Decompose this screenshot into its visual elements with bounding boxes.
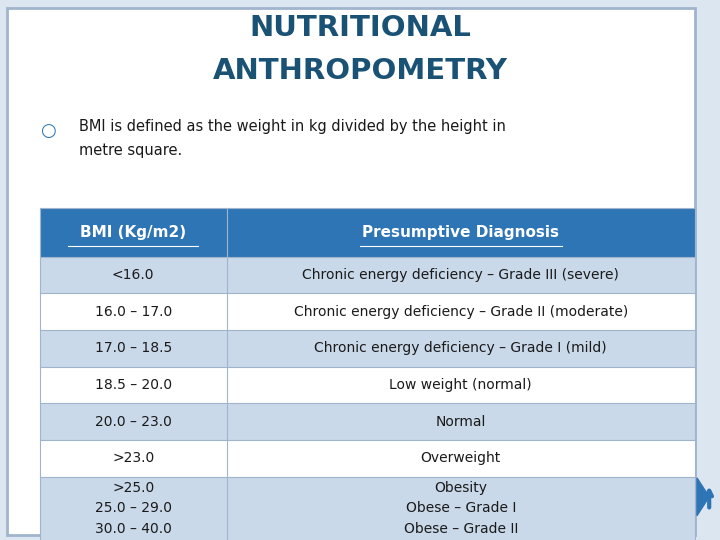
Text: Overweight: Overweight (420, 451, 501, 465)
Text: Chronic energy deficiency – Grade II (moderate): Chronic energy deficiency – Grade II (mo… (294, 305, 628, 319)
Text: <16.0: <16.0 (112, 268, 155, 282)
Text: Obesity
Obese – Grade I
Obese – Grade II
Obese – Grade III: Obesity Obese – Grade I Obese – Grade II… (402, 481, 520, 540)
Text: >25.0
25.0 – 29.0
30.0 – 40.0
>40.0: >25.0 25.0 – 29.0 30.0 – 40.0 >40.0 (95, 481, 171, 540)
FancyBboxPatch shape (40, 403, 695, 440)
FancyBboxPatch shape (40, 293, 695, 330)
Text: >23.0: >23.0 (112, 451, 154, 465)
Text: Low weight (normal): Low weight (normal) (390, 378, 532, 392)
FancyBboxPatch shape (40, 477, 695, 540)
Text: 17.0 – 18.5: 17.0 – 18.5 (94, 341, 172, 355)
Text: Chronic energy deficiency – Grade III (severe): Chronic energy deficiency – Grade III (s… (302, 268, 619, 282)
FancyBboxPatch shape (40, 440, 695, 477)
Text: 18.5 – 20.0: 18.5 – 20.0 (94, 378, 172, 392)
Text: NUTRITIONAL: NUTRITIONAL (249, 14, 471, 42)
Text: BMI (Kg/m2): BMI (Kg/m2) (80, 225, 186, 240)
Text: metre square.: metre square. (79, 143, 182, 158)
Text: 20.0 – 23.0: 20.0 – 23.0 (95, 415, 171, 429)
Text: ANTHROPOMETRY: ANTHROPOMETRY (212, 57, 508, 85)
Text: Presumptive Diagnosis: Presumptive Diagnosis (362, 225, 559, 240)
Text: BMI is defined as the weight in kg divided by the height in: BMI is defined as the weight in kg divid… (79, 119, 506, 134)
Text: 16.0 – 17.0: 16.0 – 17.0 (94, 305, 172, 319)
Polygon shape (697, 478, 709, 516)
FancyBboxPatch shape (40, 367, 695, 403)
Text: ○: ○ (40, 122, 55, 139)
FancyBboxPatch shape (40, 256, 695, 293)
Text: Normal: Normal (436, 415, 486, 429)
FancyBboxPatch shape (40, 330, 695, 367)
FancyBboxPatch shape (7, 8, 695, 535)
FancyBboxPatch shape (40, 208, 695, 256)
Text: Chronic energy deficiency – Grade I (mild): Chronic energy deficiency – Grade I (mil… (315, 341, 607, 355)
